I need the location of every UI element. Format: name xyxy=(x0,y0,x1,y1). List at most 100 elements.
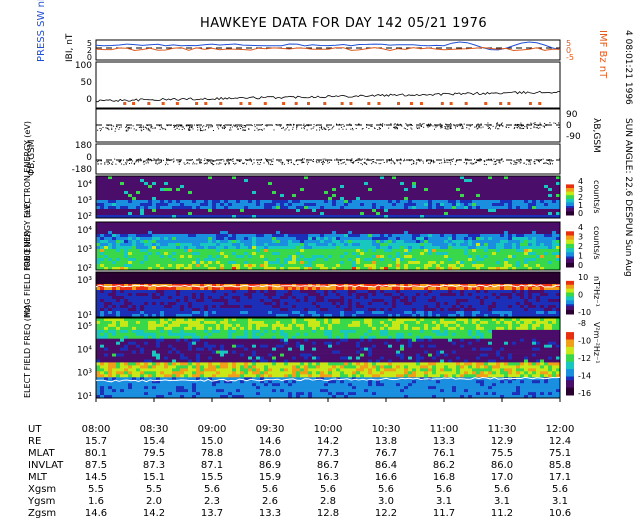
ion-cell xyxy=(236,240,240,243)
phi-point xyxy=(466,162,467,163)
ion-cell xyxy=(116,225,120,228)
ion-cell xyxy=(360,225,364,228)
ion-cell xyxy=(164,252,168,255)
ion-cell xyxy=(320,225,324,228)
ion-cell xyxy=(480,264,484,267)
phi-point xyxy=(353,161,354,162)
electron-cell xyxy=(160,209,164,212)
ion-cell xyxy=(120,237,124,240)
electron-cell xyxy=(364,212,368,215)
magfield-cell xyxy=(216,278,220,281)
phi-point xyxy=(215,160,216,161)
ion-cell xyxy=(492,243,496,246)
electron-cell xyxy=(200,206,204,209)
ion-cell xyxy=(460,264,464,267)
ion-cell xyxy=(348,249,352,252)
electron-cell xyxy=(484,188,488,191)
magfield-cell xyxy=(188,308,192,311)
electron-cell xyxy=(296,179,300,182)
lambda-point xyxy=(329,129,330,130)
lambda-point xyxy=(470,126,471,127)
ion-cell xyxy=(448,264,452,267)
ion-cell xyxy=(116,243,120,246)
ion-cell xyxy=(140,234,144,237)
ion-cell xyxy=(416,255,420,258)
phi-point xyxy=(391,158,392,159)
electron-cell xyxy=(488,206,492,209)
ion-cell xyxy=(368,240,372,243)
ion-cell xyxy=(172,237,176,240)
electron-cell xyxy=(256,200,260,203)
lambda-point xyxy=(331,128,332,129)
electron-cell xyxy=(144,209,148,212)
ion-cell xyxy=(200,249,204,252)
ion-cell xyxy=(300,246,304,249)
electron-cell xyxy=(508,206,512,209)
lambda-point xyxy=(446,124,447,125)
lambda-point xyxy=(501,123,502,124)
ion-cell xyxy=(480,231,484,234)
phi-point xyxy=(481,159,482,160)
electron-cell xyxy=(296,209,300,212)
bmag-axis-label: IBI, nT xyxy=(65,33,75,62)
electron-cell xyxy=(348,191,352,194)
ion-cell xyxy=(96,240,100,243)
electron-cell xyxy=(484,206,488,209)
ion-cell xyxy=(220,228,224,231)
phi-point xyxy=(342,159,343,160)
phi-point xyxy=(271,161,272,162)
electron-cell xyxy=(304,212,308,215)
ion-cell xyxy=(224,237,228,240)
ion-cell xyxy=(124,258,128,261)
lambda-point xyxy=(313,128,314,129)
ion-cell xyxy=(404,231,408,234)
ion-cell xyxy=(488,261,492,264)
lambda-point xyxy=(381,124,382,125)
ion-cell xyxy=(144,237,148,240)
ion-cell xyxy=(404,240,408,243)
electron-cell xyxy=(532,197,536,200)
ion-cell xyxy=(256,228,260,231)
ion-cell xyxy=(468,255,472,258)
ion-cell xyxy=(212,264,216,267)
electron-cell xyxy=(100,194,104,197)
electron-cell xyxy=(188,188,192,191)
electron-cell xyxy=(200,188,204,191)
electron-cell xyxy=(352,191,356,194)
phi-point xyxy=(323,159,324,160)
electron-cell xyxy=(444,182,448,185)
phi-point xyxy=(536,159,537,160)
ion-cell xyxy=(184,252,188,255)
magfield-cell xyxy=(144,308,148,311)
ion-cell xyxy=(272,234,276,237)
ion-cell xyxy=(472,261,476,264)
ion-cell xyxy=(160,252,164,255)
ion-cell xyxy=(276,225,280,228)
ion-cell xyxy=(276,255,280,258)
ion-spectrogram xyxy=(96,222,560,270)
electron-cell xyxy=(136,179,140,182)
phi-point xyxy=(445,162,446,163)
ion-cell xyxy=(448,258,452,261)
electron-cell xyxy=(152,200,156,203)
ion-cell xyxy=(144,252,148,255)
electron-cell xyxy=(308,206,312,209)
lambda-point xyxy=(457,126,458,127)
phi-point xyxy=(155,163,156,164)
ion-cell xyxy=(220,237,224,240)
electron-cell xyxy=(384,200,388,203)
ion-cell xyxy=(376,237,380,240)
electron-cell xyxy=(184,182,188,185)
phi-point xyxy=(192,163,193,164)
electron-cell xyxy=(148,206,152,209)
ion-cell xyxy=(216,234,220,237)
lambda-point xyxy=(175,129,176,130)
electron-cell xyxy=(184,197,188,200)
electron-cell xyxy=(360,191,364,194)
electron-cell xyxy=(480,209,484,212)
ion-cell xyxy=(340,228,344,231)
ion-cell xyxy=(484,234,488,237)
lambda-point xyxy=(407,126,408,127)
electron-cell xyxy=(220,203,224,206)
ion-cell xyxy=(244,237,248,240)
